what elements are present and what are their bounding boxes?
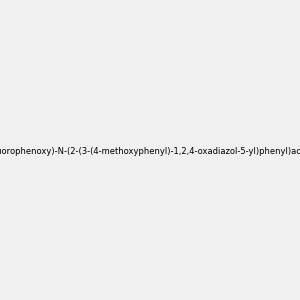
Text: 2-(2-fluorophenoxy)-N-(2-(3-(4-methoxyphenyl)-1,2,4-oxadiazol-5-yl)phenyl)acetam: 2-(2-fluorophenoxy)-N-(2-(3-(4-methoxyph…	[0, 147, 300, 156]
